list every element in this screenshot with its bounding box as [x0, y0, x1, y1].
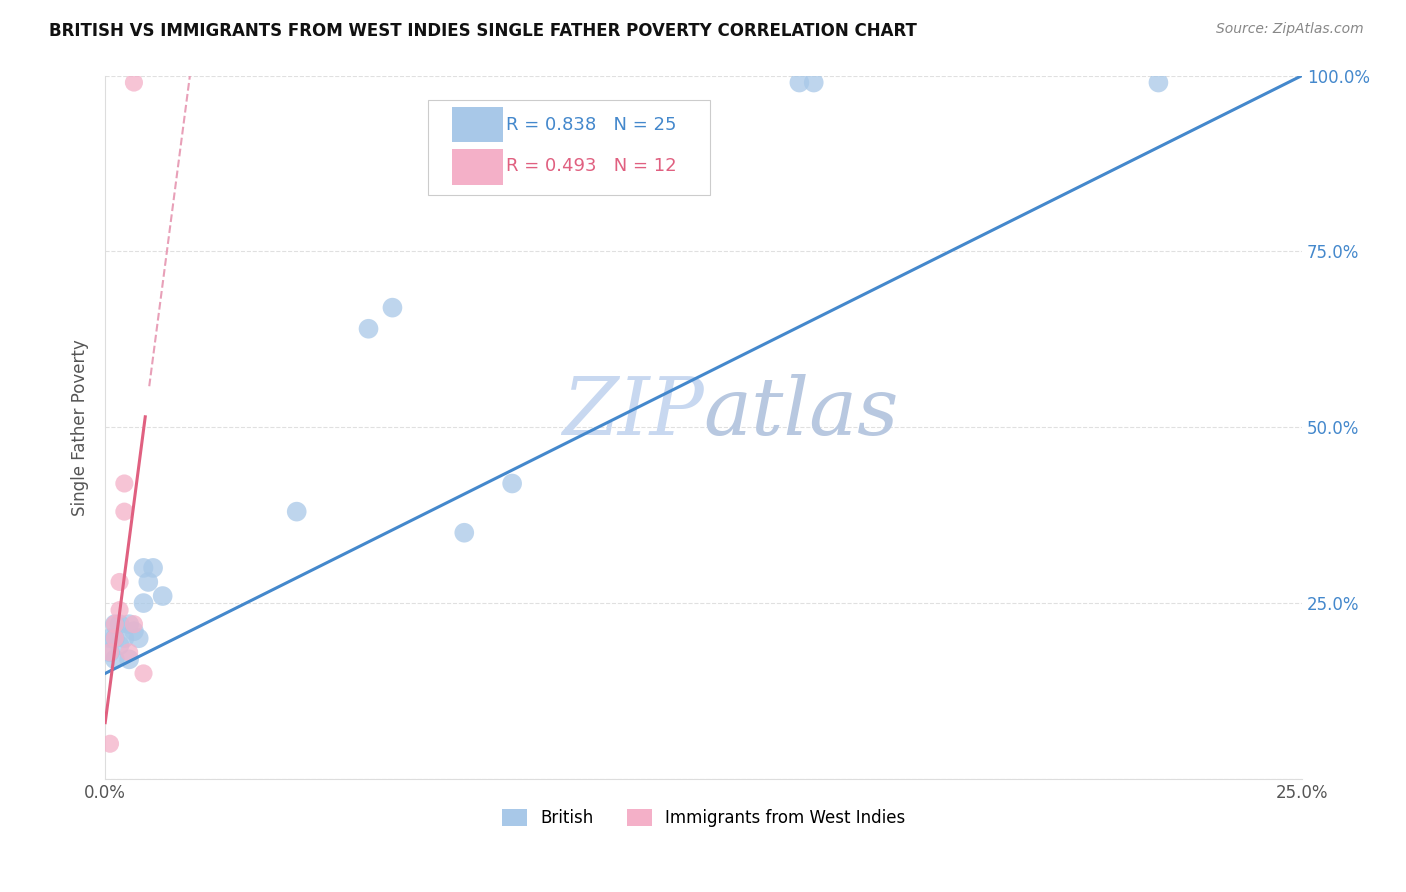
- Point: [132, 596, 155, 610]
- Text: R = 0.838   N = 25: R = 0.838 N = 25: [506, 116, 676, 134]
- Point: [104, 652, 127, 666]
- Point: [122, 76, 145, 90]
- Point: [104, 632, 127, 646]
- Point: [381, 301, 404, 315]
- Point: [118, 652, 141, 666]
- Point: [132, 666, 155, 681]
- Point: [132, 561, 155, 575]
- Point: [357, 322, 380, 336]
- Point: [108, 638, 131, 652]
- Point: [108, 617, 131, 632]
- Point: [128, 632, 150, 646]
- Point: [789, 76, 811, 90]
- Point: [122, 624, 145, 639]
- Text: atlas: atlas: [703, 375, 898, 452]
- Point: [104, 632, 127, 646]
- Point: [1147, 76, 1170, 90]
- Point: [98, 737, 121, 751]
- Text: R = 0.493   N = 12: R = 0.493 N = 12: [506, 157, 676, 175]
- Y-axis label: Single Father Poverty: Single Father Poverty: [72, 339, 89, 516]
- Point: [112, 632, 135, 646]
- Point: [104, 617, 127, 632]
- Point: [98, 645, 121, 659]
- Point: [108, 574, 131, 589]
- Point: [285, 505, 308, 519]
- Point: [98, 632, 121, 646]
- FancyBboxPatch shape: [429, 100, 710, 195]
- Point: [501, 476, 523, 491]
- FancyBboxPatch shape: [453, 149, 502, 185]
- Point: [152, 589, 174, 603]
- Point: [98, 645, 121, 659]
- Point: [112, 505, 135, 519]
- Text: BRITISH VS IMMIGRANTS FROM WEST INDIES SINGLE FATHER POVERTY CORRELATION CHART: BRITISH VS IMMIGRANTS FROM WEST INDIES S…: [49, 22, 917, 40]
- Text: Source: ZipAtlas.com: Source: ZipAtlas.com: [1216, 22, 1364, 37]
- Point: [453, 525, 475, 540]
- Point: [108, 603, 131, 617]
- Point: [112, 476, 135, 491]
- Legend: British, Immigrants from West Indies: British, Immigrants from West Indies: [495, 803, 912, 834]
- Point: [104, 617, 127, 632]
- Point: [142, 561, 165, 575]
- Point: [803, 76, 825, 90]
- Point: [118, 617, 141, 632]
- Point: [136, 574, 159, 589]
- Point: [122, 617, 145, 632]
- FancyBboxPatch shape: [453, 107, 502, 143]
- Point: [118, 645, 141, 659]
- Text: ZIP: ZIP: [562, 375, 703, 452]
